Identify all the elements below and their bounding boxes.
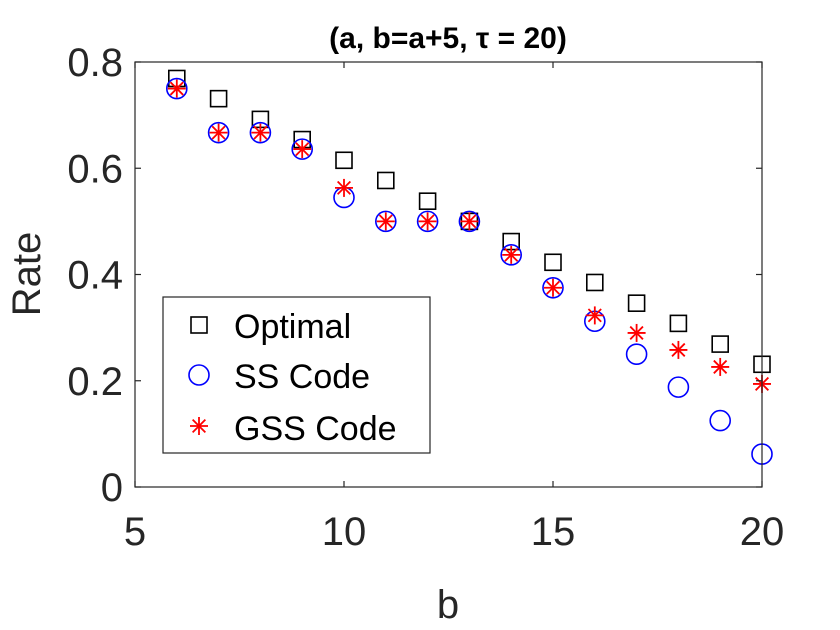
x-tick-label-5: 5 — [124, 510, 146, 554]
point-gss-code-6 — [167, 79, 186, 98]
point-ss-code-15 — [542, 276, 564, 299]
legend-markers — [188, 316, 210, 435]
axis-ticks: 5 10 15 20 0 0.2 0.4 0.6 0.8 — [67, 41, 784, 554]
point-gss-code-10 — [335, 178, 353, 197]
x-tick-label-20: 20 — [740, 510, 785, 554]
point-optimal-17 — [627, 294, 646, 312]
y-tick-label-1: 0.2 — [67, 360, 123, 404]
y-tick-label-0: 0 — [101, 466, 123, 510]
legend-marker-optimal — [190, 316, 208, 334]
point-ss-code-6 — [166, 77, 188, 100]
point-optimal-11 — [376, 171, 395, 190]
point-gss-code-15 — [544, 278, 562, 297]
point-ss-code-11 — [374, 210, 397, 233]
legend-marker-gss-code — [190, 417, 208, 435]
point-ss-code-18 — [667, 376, 690, 398]
point-ss-code-9 — [291, 138, 314, 160]
legend-label-ss-code: SS Code — [234, 358, 370, 396]
point-gss-code-8 — [251, 123, 270, 142]
point-optimal-18 — [669, 314, 688, 333]
x-tick-label-10: 10 — [322, 510, 367, 554]
point-gss-code-14 — [502, 245, 521, 264]
point-gss-code-9 — [293, 140, 312, 159]
y-tick-label-4: 0.8 — [67, 41, 123, 85]
point-optimal-15 — [544, 253, 562, 272]
point-gss-code-12 — [418, 212, 437, 231]
point-ss-code-12 — [416, 210, 439, 233]
point-gss-code-19 — [711, 357, 730, 376]
x-axis-label: b — [437, 583, 459, 627]
point-gss-code-13 — [460, 212, 479, 231]
point-ss-code-14 — [500, 244, 523, 266]
legend-marker-ss-code — [188, 364, 210, 386]
point-ss-code-7 — [207, 121, 230, 144]
y-tick-label-3: 0.6 — [67, 147, 123, 191]
point-optimal-10 — [335, 151, 353, 170]
point-optimal-7 — [209, 89, 228, 108]
legend-label-optimal: Optimal — [234, 308, 351, 346]
point-optimal-12 — [418, 192, 437, 210]
point-gss-code-16 — [585, 306, 604, 325]
legend: Optimal SS Code GSS Code — [162, 296, 431, 454]
point-ss-code-19 — [709, 409, 732, 432]
y-axis-label: Rate — [5, 232, 49, 317]
point-gss-code-17 — [627, 323, 646, 342]
point-ss-code-17 — [625, 343, 648, 365]
point-gss-code-18 — [669, 340, 688, 359]
point-ss-code-8 — [249, 121, 272, 144]
point-optimal-16 — [585, 273, 604, 292]
legend-label-gss-code: GSS Code — [234, 410, 397, 448]
point-gss-code-11 — [376, 212, 395, 231]
y-tick-label-2: 0.4 — [67, 254, 123, 298]
x-tick-label-15: 15 — [531, 510, 576, 554]
chart-title: (a, b=a+5, τ = 20) — [329, 22, 567, 55]
point-gss-code-7 — [209, 123, 228, 142]
point-ss-code-13 — [458, 210, 481, 233]
point-optimal-19 — [711, 335, 730, 353]
